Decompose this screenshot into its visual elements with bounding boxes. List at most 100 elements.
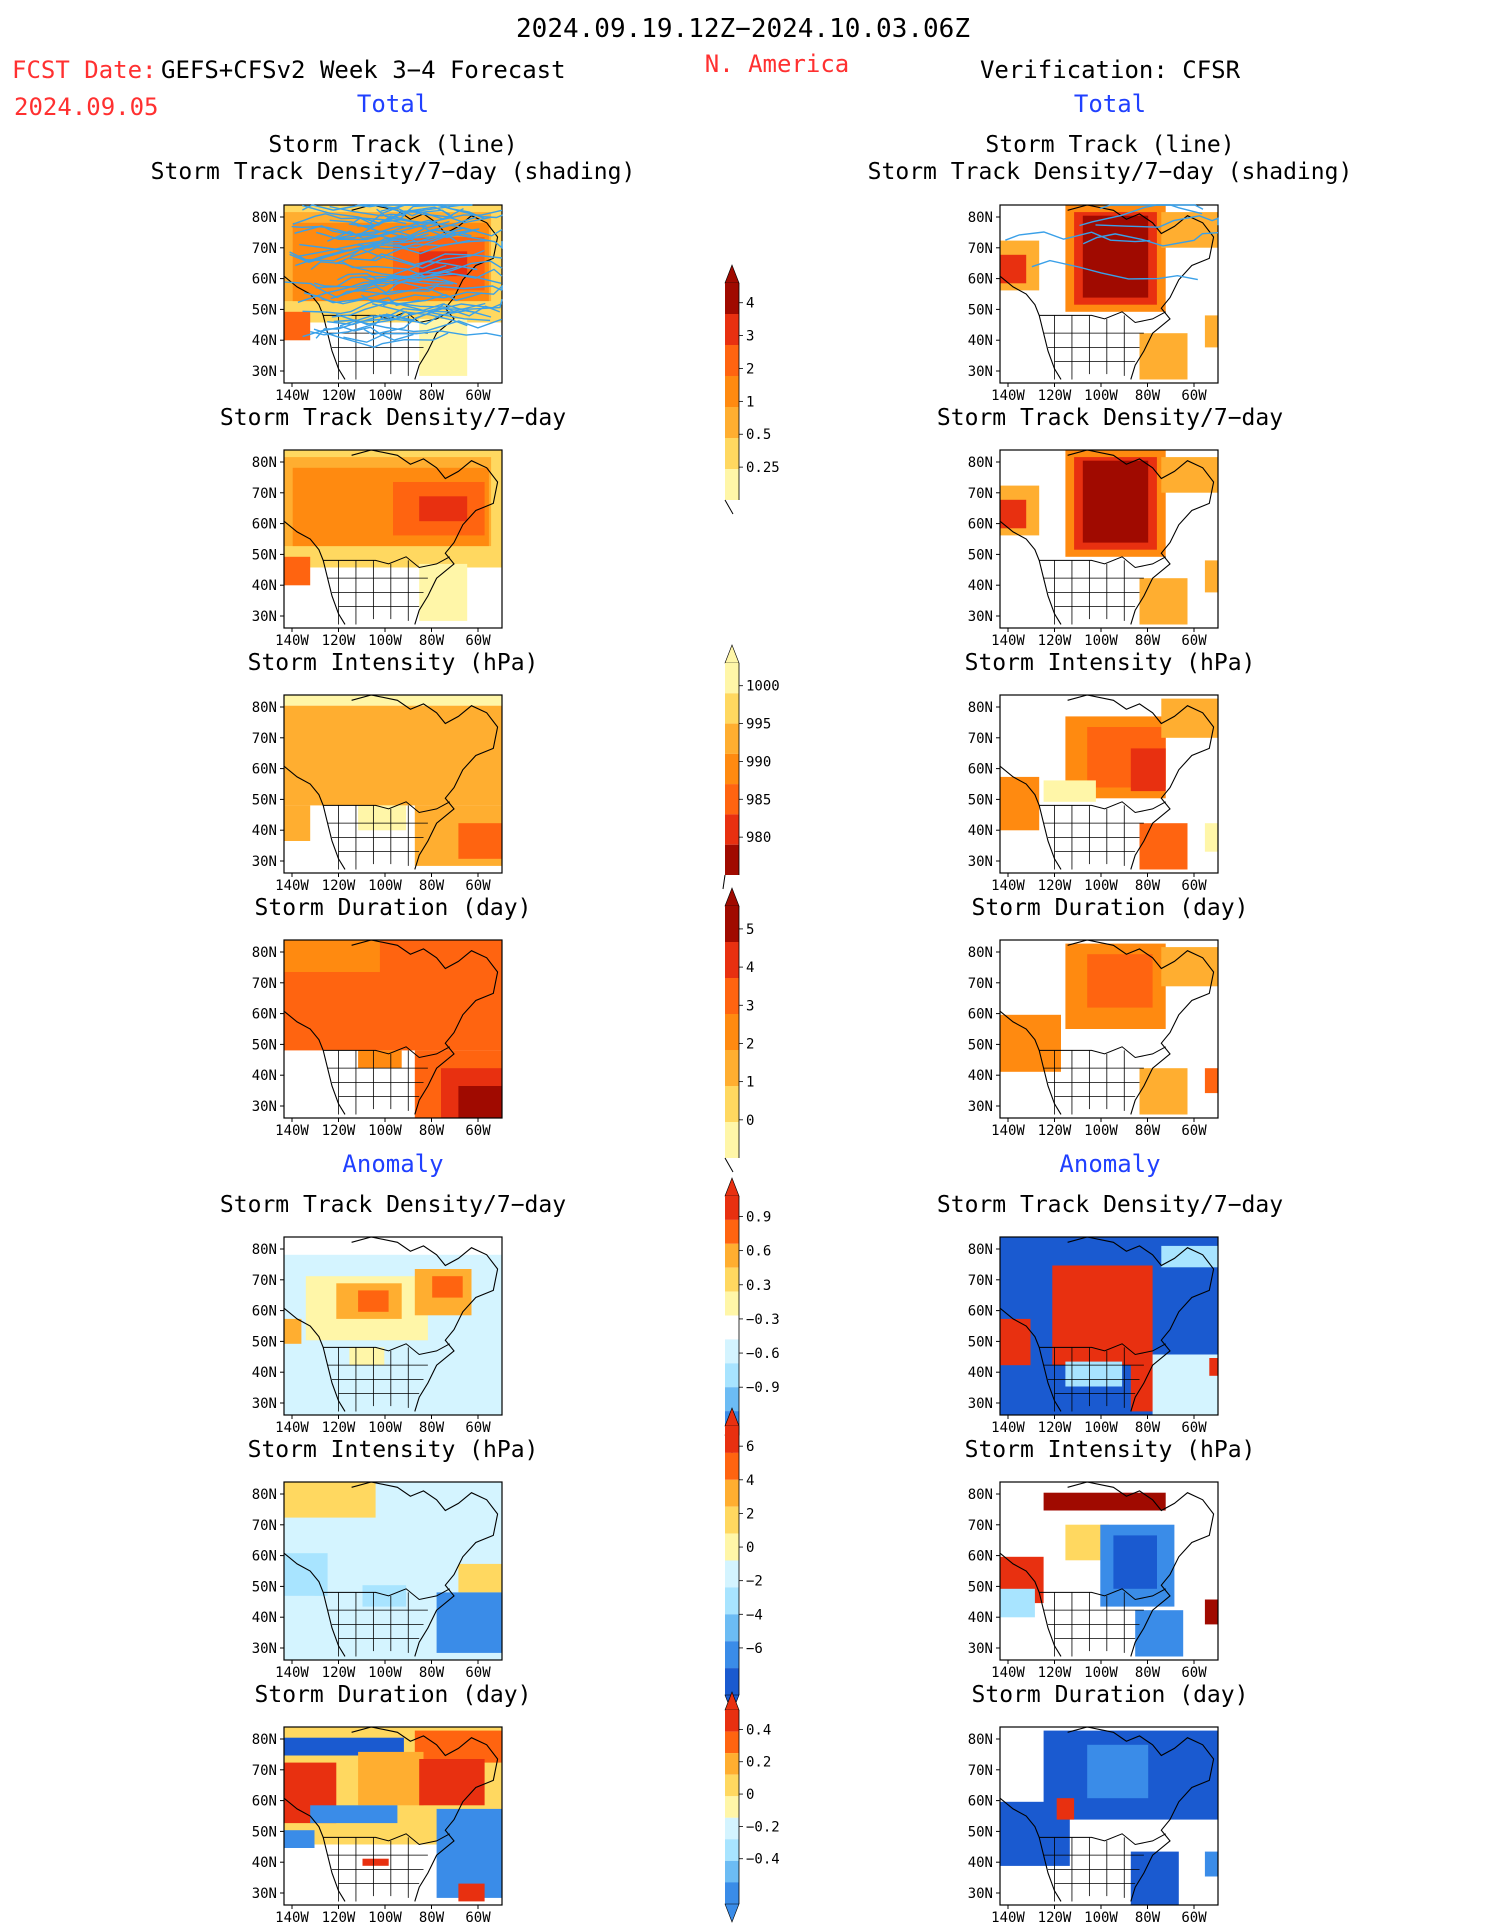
shading-cell — [1043, 780, 1096, 802]
lon-tick-label: 80W — [1135, 878, 1161, 894]
map-duration-anomaly-forecast: 140W 120W 100W 80W 60W 80N 70N 60N 50N 40N 30N — [252, 1726, 503, 1925]
lon-tick-label: 80W — [419, 1123, 445, 1139]
colorbar-label: 0.4 — [746, 1722, 771, 1738]
title-duration-total-left: Storm Duration (day) — [254, 895, 532, 921]
lon-tick-label: 120W — [1038, 1910, 1072, 1925]
colorbar-intensity-anomaly: 6 4 2 0 −2 −4 −6 — [724, 1407, 763, 1714]
colorbar-label: 985 — [746, 792, 771, 808]
colorbar-segment — [725, 1267, 739, 1292]
colorbar-label: 0.25 — [746, 460, 780, 476]
colorbar-label: 0 — [746, 1540, 754, 1556]
colorbar-label: 0.3 — [746, 1278, 771, 1294]
colorbar-segment — [725, 469, 739, 500]
lat-tick-label: 40N — [252, 1855, 277, 1871]
shading-cell — [1204, 560, 1218, 593]
shading-cell — [284, 1482, 376, 1518]
shading-cell — [458, 1563, 502, 1593]
lat-tick-label: 40N — [252, 578, 277, 594]
shading-cell — [1000, 1588, 1035, 1618]
lon-tick-label: 140W — [275, 878, 309, 894]
shading-cell — [1204, 315, 1218, 348]
map-intensity-anomaly-verification: 140W 120W 100W 80W 60W 80N 70N 60N 50N 40N 30N — [968, 1481, 1219, 1681]
colorbar-duration-total: 5 4 3 2 1 0 — [724, 887, 754, 1173]
shading-cell — [432, 1276, 463, 1298]
lon-tick-label: 140W — [991, 1665, 1025, 1681]
colorbar-label: 2 — [746, 1506, 754, 1522]
lon-tick-label: 80W — [419, 388, 445, 404]
colorbar-segment — [725, 1363, 739, 1388]
colorbar-label: 0 — [746, 1113, 754, 1129]
lat-tick-label: 80N — [252, 945, 277, 961]
colorbar-label: 0.6 — [746, 1244, 771, 1260]
lat-tick-label: 60N — [968, 762, 993, 778]
shading-cell — [1130, 748, 1166, 792]
colorbar-segment — [725, 345, 739, 376]
lat-tick-label: 30N — [252, 609, 277, 625]
lat-tick-label: 30N — [968, 609, 993, 625]
lon-tick-label: 140W — [991, 633, 1025, 649]
lon-tick-label: 100W — [1084, 1420, 1118, 1436]
shading-cell — [458, 823, 502, 859]
colorbar-segment — [725, 978, 739, 1014]
lat-tick-label: 80N — [968, 1732, 993, 1748]
shading-cell — [1082, 215, 1149, 298]
section-total-left: Total — [356, 90, 430, 118]
lon-tick-label: 140W — [991, 388, 1025, 404]
lon-tick-label: 100W — [368, 878, 402, 894]
map-track-total-verification: 140W 120W 100W 80W 60W 80N 70N 60N 50N 40N 30N — [968, 204, 1219, 404]
lon-tick-label: 120W — [322, 878, 356, 894]
lat-tick-label: 30N — [968, 1396, 993, 1412]
shading-cell — [362, 1858, 389, 1866]
lat-tick-label: 50N — [252, 302, 277, 318]
shading-cell — [1139, 1068, 1188, 1115]
lon-tick-label: 120W — [1038, 1420, 1072, 1436]
lat-tick-label: 30N — [968, 1641, 993, 1657]
lat-tick-label: 40N — [968, 578, 993, 594]
map-density-anomaly-verification: 140W 120W 100W 80W 60W 80N 70N 60N 50N 40N 30N — [968, 1236, 1219, 1436]
lat-tick-label: 30N — [252, 854, 277, 870]
lon-tick-label: 120W — [322, 388, 356, 404]
shading-cell — [284, 1318, 302, 1344]
lon-tick-label: 100W — [1084, 388, 1118, 404]
lon-tick-label: 80W — [419, 1910, 445, 1925]
lon-tick-label: 100W — [368, 1665, 402, 1681]
shading-cell — [1204, 1851, 1218, 1877]
lat-tick-label: 60N — [968, 1304, 993, 1320]
lon-tick-label: 100W — [1084, 633, 1118, 649]
map-duration-total-verification: 140W 120W 100W 80W 60W 80N 70N 60N 50N 40N 30N — [968, 939, 1219, 1139]
lat-tick-label: 80N — [252, 455, 277, 471]
colorbar-segment — [725, 376, 739, 407]
lat-tick-label: 60N — [968, 272, 993, 288]
lat-tick-label: 80N — [252, 210, 277, 226]
colorbar-label: −6 — [746, 1641, 763, 1657]
lon-tick-label: 60W — [465, 1123, 491, 1139]
lat-tick-label: 80N — [968, 945, 993, 961]
lat-tick-label: 40N — [968, 823, 993, 839]
lon-tick-label: 120W — [1038, 1123, 1072, 1139]
lon-tick-label: 140W — [275, 388, 309, 404]
shading-cell — [1052, 1265, 1153, 1366]
colorbar-label: 6 — [746, 1439, 754, 1455]
lat-tick-label: 80N — [968, 1242, 993, 1258]
lat-tick-label: 50N — [252, 1334, 277, 1350]
title-track-shading-right: Storm Track Density/7−day (shading) — [867, 159, 1353, 185]
shading-cell — [1130, 1851, 1179, 1905]
colorbar-segment — [725, 407, 739, 438]
shading-cell — [1000, 1014, 1061, 1072]
lon-tick-label: 60W — [1181, 388, 1207, 404]
lat-tick-label: 40N — [968, 333, 993, 349]
colorbar-segment — [725, 1587, 739, 1615]
lon-tick-label: 100W — [1084, 1910, 1118, 1925]
lon-tick-label: 100W — [368, 388, 402, 404]
panel-frame — [999, 1236, 1219, 1416]
lon-tick-label: 80W — [1135, 1420, 1161, 1436]
colorbar-label: 3 — [746, 998, 754, 1014]
lat-tick-label: 80N — [968, 700, 993, 716]
title-duration-anomaly-left: Storm Duration (day) — [254, 1682, 532, 1708]
colorbar-segment — [725, 1050, 739, 1086]
colorbar-intensity-total: 1000 995 990 985 980 — [722, 644, 780, 890]
lat-tick-label: 40N — [252, 1610, 277, 1626]
colorbar-density-total: 4 3 2 1 0.5 0.25 — [724, 264, 780, 515]
shading-cell — [1056, 1798, 1075, 1820]
lon-tick-label: 60W — [465, 388, 491, 404]
